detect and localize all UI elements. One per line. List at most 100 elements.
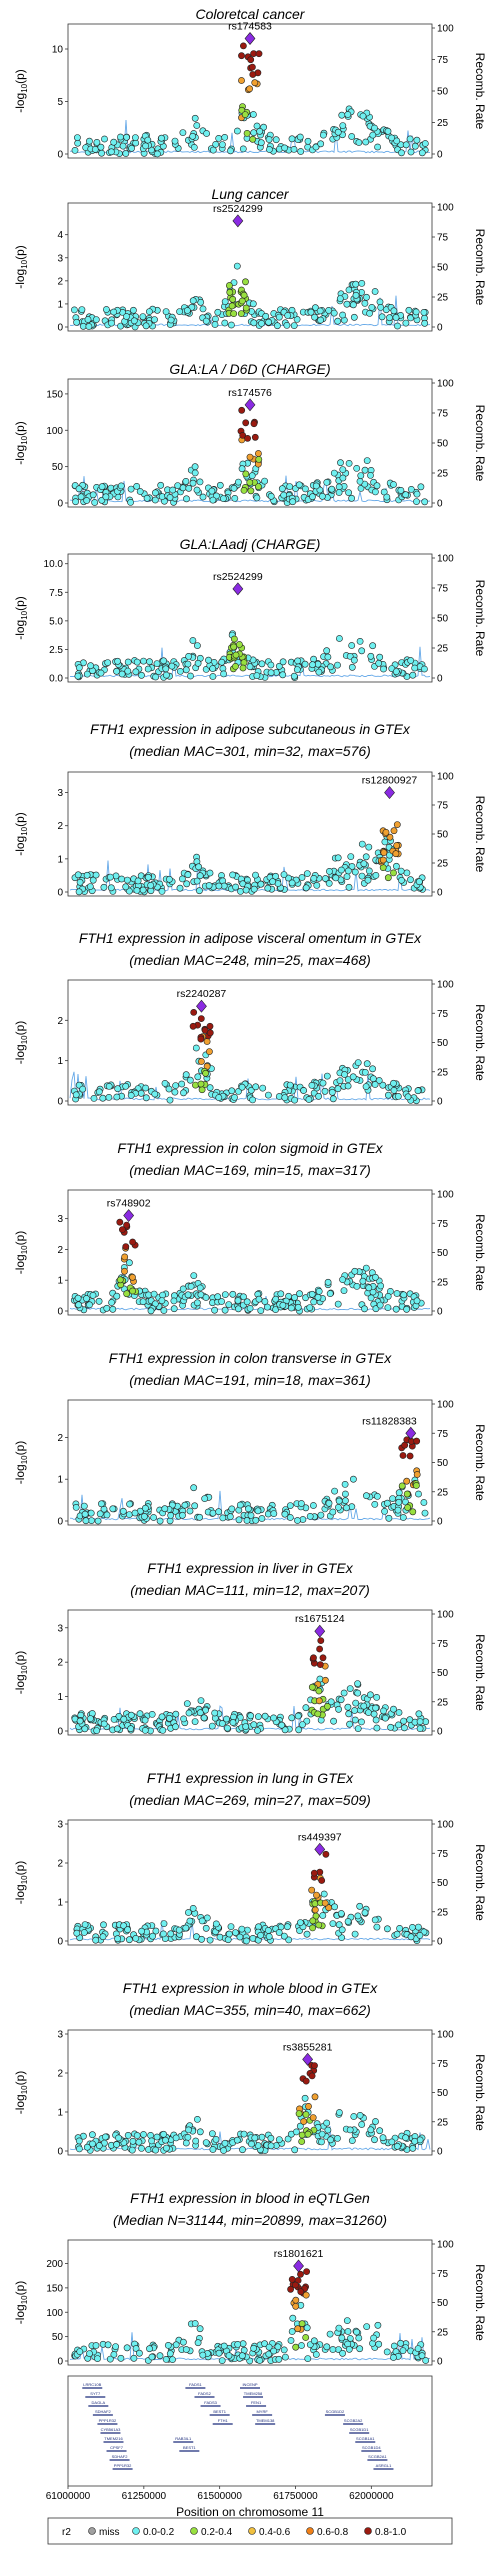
snp-point (300, 2118, 308, 2125)
snp-point (72, 498, 79, 506)
snp-point (105, 1094, 113, 1101)
snp-point (141, 1727, 149, 1734)
panel-title: GLA:LAadj (CHARGE) (180, 536, 321, 552)
snp-point (290, 672, 298, 680)
snp-point (261, 477, 268, 485)
snp-point (334, 1504, 342, 1511)
snp-point (262, 312, 270, 320)
snp-point (142, 1094, 150, 1102)
snp-point (325, 1499, 333, 1507)
snp-point (165, 1714, 173, 1722)
snp-point (386, 314, 393, 322)
y-tick-label: 0 (57, 1307, 63, 1318)
snp-point (296, 1919, 304, 1926)
snp-point (239, 2146, 246, 2154)
snp-point (200, 1714, 208, 1722)
snp-point (335, 635, 343, 642)
snp-point (172, 2134, 180, 2142)
snp-point (229, 295, 237, 303)
snp-point (406, 135, 414, 143)
snp-point (363, 457, 371, 464)
gene-label: SCGB1D2 (326, 2409, 345, 2414)
snp-point (251, 2134, 259, 2142)
y2-tick-label: 0 (437, 1097, 443, 1108)
y-tick-label: 1 (57, 1276, 63, 1287)
snp-point (186, 1917, 194, 1925)
snp-point (74, 134, 81, 141)
snp-point (315, 1687, 323, 1695)
snp-point (187, 1283, 195, 1290)
snp-point (402, 319, 410, 327)
snp-point (338, 2334, 346, 2342)
snp-point (353, 1283, 361, 1290)
snp-point (92, 871, 100, 879)
y2-tick-label: 25 (437, 293, 449, 304)
snp-point (344, 111, 352, 118)
snp-point (179, 1511, 186, 1519)
snp-point (353, 464, 361, 472)
snp-point (247, 56, 255, 64)
snp-point (356, 2345, 364, 2353)
lead-snp-label: rs2524299 (213, 571, 263, 583)
y2-tick-label: 75 (437, 1429, 449, 1440)
y2-tick-label: 50 (437, 439, 449, 450)
snp-point (242, 1723, 250, 1730)
gene-label: SCGB1D1 (350, 2427, 369, 2432)
snp-point (182, 666, 190, 674)
y2-tick-label: 0 (437, 2357, 443, 2368)
snp-point (319, 1079, 327, 1087)
snp-point (421, 498, 429, 506)
snp-point (116, 1276, 124, 1284)
snp-point (100, 1921, 107, 1929)
snp-point (238, 297, 246, 305)
panel-8: FTH1 expression in colon transverse in G… (13, 1350, 487, 1528)
snp-point (286, 1514, 294, 1521)
snp-point (309, 1924, 316, 1932)
panel-4: GLA:LAadj (CHARGE) 0.0 2.5 5.0 7.5 10.0 0 25 50 7… (13, 536, 487, 685)
snp-point (354, 1680, 361, 1687)
snp-point (94, 1517, 102, 1525)
y2-tick-label: 0 (437, 499, 443, 510)
panel-title: FTH1 expression in whole blood in GTEx (123, 1980, 378, 1996)
snp-point (291, 1294, 298, 1301)
gene-label: LRRC10B (83, 2382, 101, 2387)
x-tick-label: 61000000 (46, 2491, 91, 2502)
y2-tick-label: 0 (437, 1727, 443, 1738)
legend-swatch (306, 2527, 314, 2535)
snp-point (205, 656, 212, 664)
snp-point (74, 871, 82, 879)
snp-point (123, 313, 130, 320)
snp-point (235, 641, 243, 648)
snp-point (348, 663, 356, 671)
snp-point (106, 2355, 114, 2363)
y2-tick-label: 50 (437, 614, 449, 625)
gene-label: PPP1R32 (114, 2463, 132, 2468)
y-axis-label: -log10(p) (13, 2281, 29, 2325)
snp-point (286, 1081, 294, 1089)
snp-point (251, 433, 259, 441)
lead-snp-label: rs2524299 (213, 203, 263, 215)
snp-point (409, 2144, 417, 2152)
snp-point (318, 2138, 325, 2146)
lead-snp-diamond (232, 582, 244, 596)
snp-point (99, 1094, 107, 1102)
snp-point (349, 1475, 357, 1483)
snp-point (319, 131, 327, 139)
y2-tick-label: 50 (437, 1668, 449, 1679)
snp-point (202, 1924, 210, 1932)
snp-point (346, 2126, 354, 2134)
snp-point (330, 1717, 337, 1725)
gene-label: FADS1 (189, 2382, 202, 2387)
snp-point (86, 137, 93, 145)
snp-point (206, 1084, 214, 1092)
snp-point (284, 312, 292, 319)
snp-point (160, 1920, 168, 1927)
snp-point (334, 854, 342, 862)
snp-point (270, 1714, 277, 1722)
snp-point (189, 1022, 197, 1030)
snp-point (372, 1716, 380, 1724)
snp-point (254, 450, 262, 457)
snp-point (239, 664, 247, 672)
snp-point (132, 2345, 140, 2352)
snp-point (227, 147, 234, 155)
